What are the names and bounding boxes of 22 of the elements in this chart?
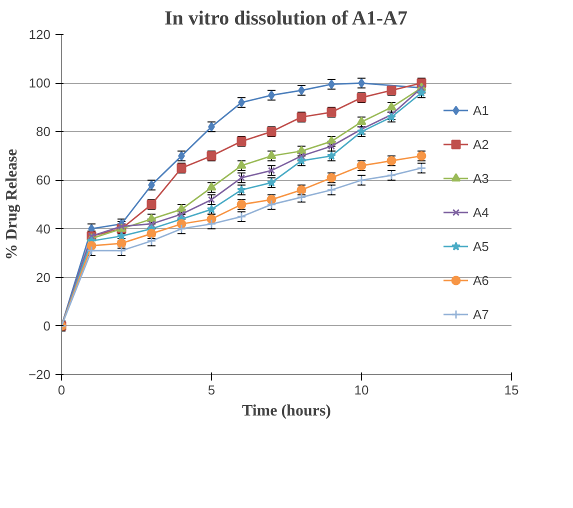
y-tick-label: 80 <box>36 124 51 140</box>
legend-label: A5 <box>473 238 490 254</box>
legend-label: A2 <box>473 136 490 152</box>
x-tick-label: 10 <box>354 382 369 398</box>
y-tick-label: 100 <box>28 76 51 91</box>
legend-label: A3 <box>473 170 490 186</box>
y-tick-label: 40 <box>36 221 51 236</box>
x-tick-label: 15 <box>504 382 519 398</box>
x-axis-title: Time (hours) <box>242 402 332 420</box>
x-tick-label: 0 <box>58 382 66 398</box>
legend-label: A7 <box>473 306 490 322</box>
y-tick-label: −20 <box>28 367 51 382</box>
legend-label: A4 <box>473 204 490 220</box>
y-tick-label: 0 <box>43 318 51 334</box>
chart-title: In vitro dissolution of A1-A7 <box>164 8 408 30</box>
y-axis-title: % Drug Release <box>3 148 20 260</box>
y-tick-label: 60 <box>36 172 51 188</box>
legend-label: A1 <box>473 102 490 118</box>
legend-label: A6 <box>473 272 490 288</box>
y-tick-label: 20 <box>36 270 51 285</box>
y-tick-label: 120 <box>28 27 51 42</box>
x-tick-label: 5 <box>208 382 216 398</box>
